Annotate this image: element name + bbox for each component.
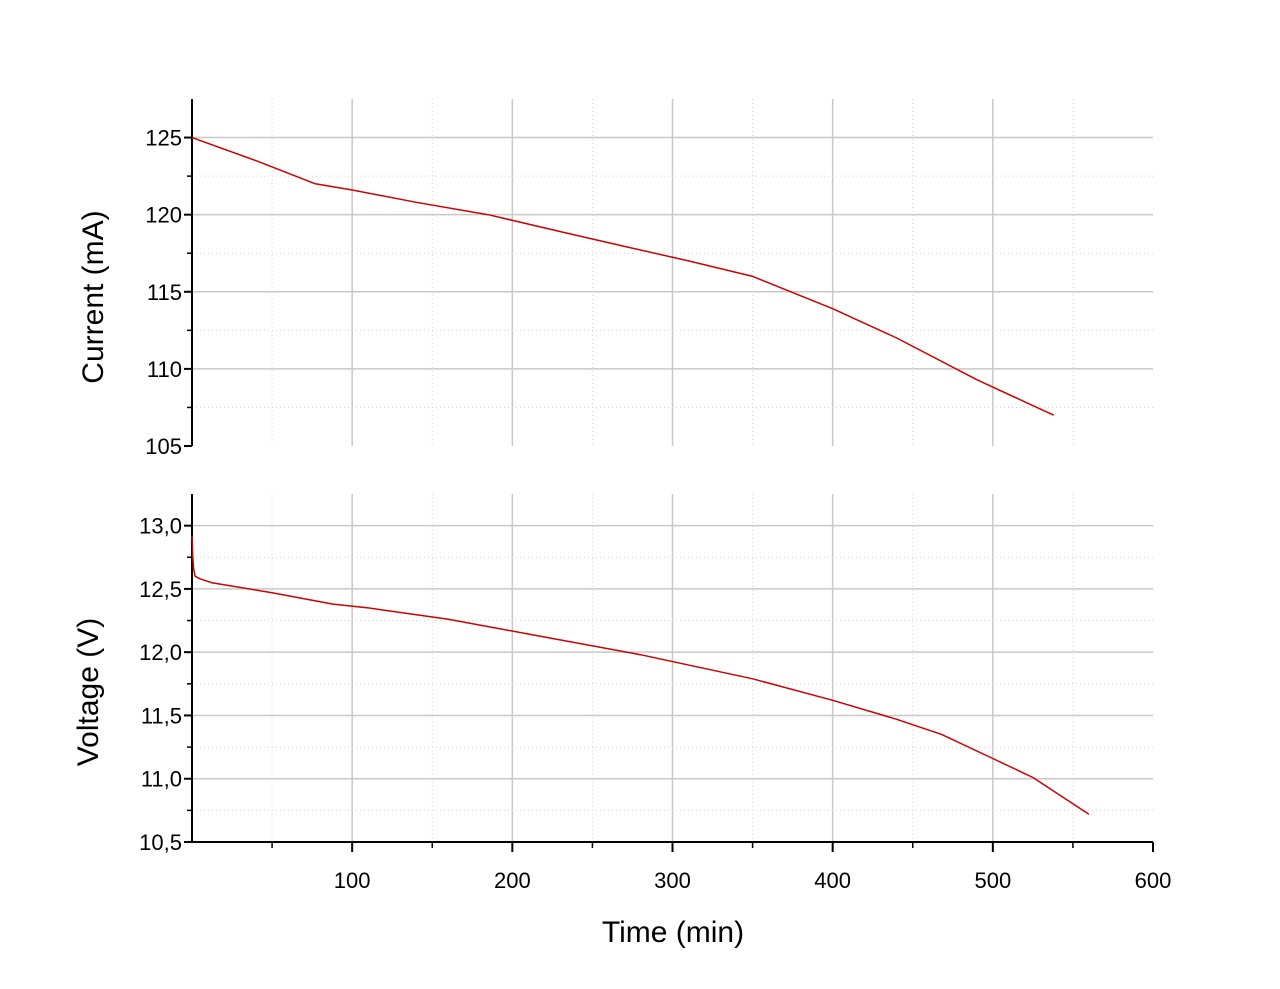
tick-label-x: 400 (814, 868, 851, 893)
voltage-series-line (191, 535, 1090, 815)
current-tick-label-y: 110 (147, 357, 182, 382)
current-axis-title: Current (mA) (77, 210, 110, 383)
tick-label-x: 300 (654, 868, 691, 893)
data-lines (191, 136, 1090, 815)
time-axis-title: Time (min) (602, 916, 744, 949)
voltage-plot-grid (192, 494, 1153, 842)
current-tick-label-y: 105 (145, 434, 182, 459)
tick-label-x: 200 (494, 868, 531, 893)
current-series-line (191, 136, 1055, 416)
voltage-axis-title: Voltage (V) (72, 618, 105, 766)
voltage-tick-label-y: 12,5 (139, 577, 182, 602)
current-plot-grid (192, 99, 1153, 446)
voltage-tick-label-y: 12,0 (139, 640, 182, 665)
tick-label-x: 600 (1135, 868, 1172, 893)
axes (184, 99, 1154, 852)
current-tick-label-y: 120 (145, 203, 182, 228)
voltage-tick-label-y: 11,5 (141, 703, 182, 728)
voltage-tick-label-y: 11,0 (141, 767, 182, 792)
tick-label-x: 100 (334, 868, 371, 893)
tick-label-x: 500 (974, 868, 1011, 893)
tick-labels: 105 110 115 120 125 10,5 11,0 11,5 12,0 12,5 13,0 1… (139, 126, 1171, 893)
current-tick-label-y: 115 (147, 280, 182, 305)
current-tick-label-y: 125 (145, 126, 182, 151)
voltage-tick-label-y: 13,0 (139, 514, 182, 539)
voltage-tick-label-y: 10,5 (139, 830, 182, 855)
